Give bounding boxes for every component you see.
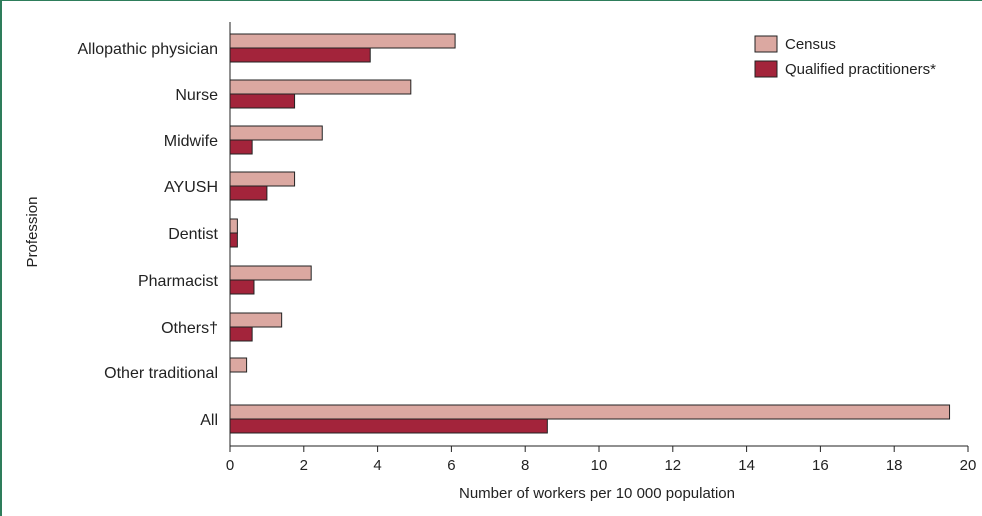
x-axis-title: Number of workers per 10 000 population: [459, 485, 735, 502]
legend-label: Census: [785, 36, 836, 53]
category-label: AYUSH: [164, 179, 218, 196]
category-label: Midwife: [164, 133, 218, 150]
bar-census-7: [229, 357, 248, 373]
bar-qualified-1: [229, 93, 296, 109]
legend: Census Qualified practitioners*: [754, 35, 936, 78]
x-tick-label: 4: [373, 457, 381, 474]
x-tick-label: 12: [664, 457, 681, 474]
category-label: Allopathic physician: [77, 41, 218, 58]
y-axis-title: Profession: [24, 197, 41, 268]
legend-swatch: [754, 60, 778, 78]
x-tick-label: 0: [226, 457, 234, 474]
x-tick-label: 8: [521, 457, 529, 474]
category-label: Other traditional: [104, 365, 218, 382]
x-tick-label: 14: [738, 457, 755, 474]
bar-qualified-2: [229, 139, 253, 155]
bar-qualified-6: [229, 326, 253, 342]
bar-qualified-0: [229, 47, 371, 63]
bar-census-4: [229, 218, 238, 234]
bar-census-3: [229, 171, 296, 187]
bar-qualified-8: [229, 418, 548, 434]
bar-qualified-3: [229, 185, 268, 201]
x-tick-label: 16: [812, 457, 829, 474]
category-label: Nurse: [175, 87, 218, 104]
category-label: Pharmacist: [138, 273, 219, 290]
bar-census-5: [229, 265, 312, 281]
x-tick-label: 18: [886, 457, 903, 474]
x-tick-label: 10: [591, 457, 608, 474]
legend-swatch: [754, 35, 778, 53]
category-label: Others†: [161, 320, 218, 337]
bar-qualified-4: [229, 232, 238, 248]
bar-census-2: [229, 125, 323, 141]
x-axis-ticks: 0 2 4 6 8 10 12 14 16 18 20: [226, 446, 977, 474]
x-tick-label: 6: [447, 457, 455, 474]
bar-census-8: [229, 404, 951, 420]
category-labels: Allopathic physician Nurse Midwife AYUSH Den…: [77, 41, 218, 429]
bar-census-1: [229, 79, 412, 95]
bars-layer: [229, 33, 951, 434]
x-tick-label: 20: [960, 457, 977, 474]
legend-label: Qualified practitioners*: [785, 61, 936, 78]
bar-census-6: [229, 312, 283, 328]
bar-census-0: [229, 33, 456, 49]
category-label: Dentist: [168, 226, 218, 243]
bar-qualified-5: [229, 279, 255, 295]
x-tick-label: 2: [300, 457, 308, 474]
category-label: All: [200, 412, 218, 429]
